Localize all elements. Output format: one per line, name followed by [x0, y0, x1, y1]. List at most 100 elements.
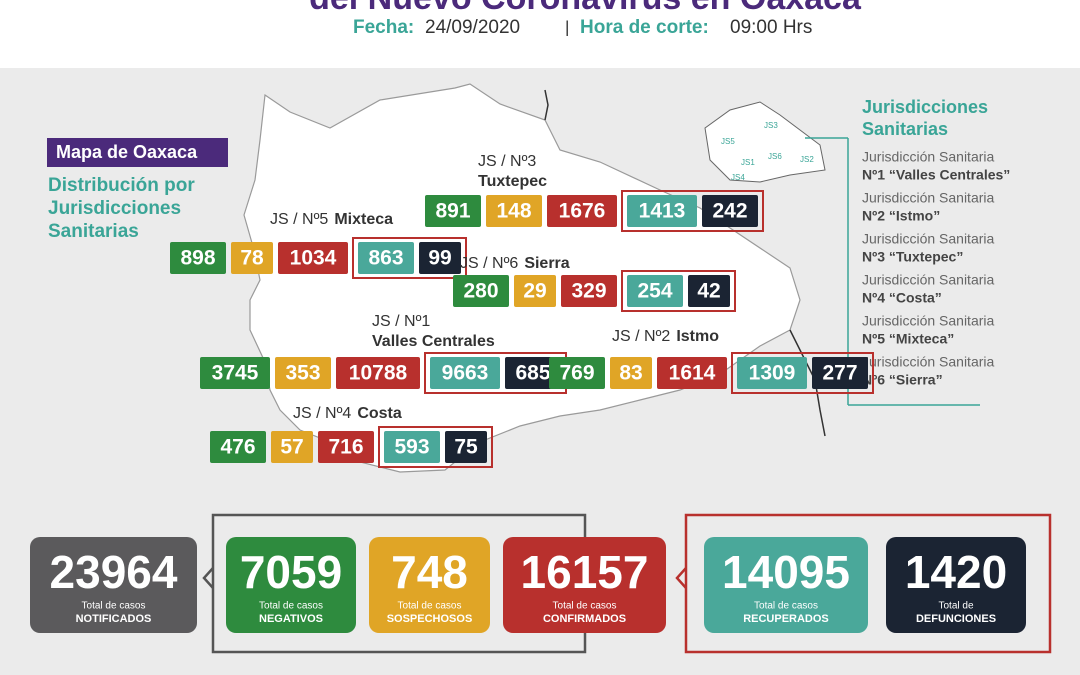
count-box [278, 242, 348, 274]
count: 280 [463, 280, 498, 303]
legend-title: Jurisdicciones [862, 97, 988, 117]
total-card [226, 537, 356, 633]
count: 83 [619, 362, 642, 385]
count: 898 [180, 247, 215, 270]
legend-item: Nº1 “Valles Centrales” [862, 167, 1010, 183]
count-box [657, 357, 727, 389]
mini-map-label: JS5 [721, 137, 735, 146]
count-box [275, 357, 331, 389]
count: 685 [515, 362, 550, 385]
jurisdiction-name: Sierra [524, 255, 569, 272]
count-box [200, 357, 270, 389]
separator: | [565, 17, 569, 36]
count-box [702, 195, 758, 227]
total-value: 748 [391, 546, 468, 598]
highlight-outline [731, 352, 874, 394]
jurisdiction-name: Valles Centrales [372, 333, 495, 350]
count: 29 [523, 280, 546, 303]
total-caption: Total de casos [754, 601, 818, 612]
total-caption: Total de casos [398, 601, 462, 612]
legend-item: Jurisdicción Sanitaria [862, 272, 994, 288]
count-box [549, 357, 605, 389]
count: 148 [496, 200, 531, 223]
total-value: 14095 [722, 546, 850, 598]
count: 99 [428, 247, 451, 270]
count: 1309 [749, 362, 796, 385]
total-card [369, 537, 490, 633]
jurisdiction-name: Mixteca [334, 211, 393, 228]
count: 716 [328, 436, 363, 459]
total-caption: Total de [938, 601, 973, 612]
count: 3745 [212, 362, 259, 385]
count: 277 [822, 362, 857, 385]
date-label: Fecha: [353, 17, 414, 38]
legend-item: Nº6 “Sierra” [862, 372, 943, 388]
total-caption: Total de casos [82, 601, 146, 612]
total-label: NOTIFICADOS [76, 613, 152, 625]
count: 476 [220, 436, 255, 459]
legend-item: Jurisdicción Sanitaria [862, 149, 994, 165]
legend-title: Sanitarias [862, 119, 948, 139]
total-value: 7059 [240, 546, 342, 598]
count-box [505, 357, 561, 389]
highlight-outline [621, 190, 764, 232]
jurisdiction-label: JS / Nº6 [460, 255, 518, 272]
total-card [704, 537, 868, 633]
count-box [453, 275, 509, 307]
total-label: CONFIRMADOS [543, 613, 626, 625]
chevron [202, 567, 214, 589]
count-box [318, 431, 374, 463]
count: 254 [637, 280, 672, 303]
count-box [486, 195, 542, 227]
highlight-outline [352, 237, 467, 279]
total-value: 1420 [905, 546, 1007, 598]
total-caption: Total de casos [259, 601, 323, 612]
count: 329 [571, 280, 606, 303]
highlight-outline [378, 426, 493, 468]
map-tag: Mapa de Oaxaca [56, 142, 198, 162]
total-card [503, 537, 666, 633]
count-box [170, 242, 226, 274]
river-line [544, 89, 549, 121]
count-box [231, 242, 273, 274]
total-card [886, 537, 1026, 633]
legend-item: Nº2 “Istmo” [862, 208, 940, 224]
count-box [547, 195, 617, 227]
count: 10788 [349, 362, 408, 385]
jurisdiction-label: JS / Nº5 [270, 211, 328, 228]
jurisdiction-label: JS / Nº4 [293, 405, 351, 422]
count: 1034 [290, 247, 337, 270]
time: 09:00 Hrs [730, 17, 812, 38]
count: 1676 [559, 200, 606, 223]
legend-item: Jurisdicción Sanitaria [862, 190, 994, 206]
jurisdiction-name: Istmo [676, 328, 719, 345]
count-box [445, 431, 487, 463]
count: 9663 [442, 362, 489, 385]
count: 769 [559, 362, 594, 385]
legend-item: Jurisdicción Sanitaria [862, 354, 994, 370]
total-value: 16157 [521, 546, 649, 598]
count: 78 [240, 247, 264, 270]
mini-map-label: JS6 [768, 152, 782, 161]
map-subtitle: Jurisdicciones [48, 198, 181, 219]
legend-item: Nº4 “Costa” [862, 290, 942, 306]
legend-item: Nº3 “Tuxtepec” [862, 249, 963, 265]
count-box [430, 357, 500, 389]
count-box [812, 357, 868, 389]
jurisdiction-name: Costa [357, 405, 402, 422]
count: 242 [712, 200, 747, 223]
count: 57 [280, 436, 303, 459]
jurisdiction-label: JS / Nº3 [478, 153, 536, 170]
count: 75 [454, 436, 478, 459]
count-box [210, 431, 266, 463]
count: 863 [368, 247, 403, 270]
jurisdiction-name: Tuxtepec [478, 173, 547, 190]
count: 1413 [639, 200, 686, 223]
jurisdiction-label: JS / Nº2 [612, 328, 670, 345]
time-label: Hora de corte: [580, 17, 709, 38]
mini-map-label: JS1 [741, 158, 755, 167]
map-subtitle: Sanitarias [48, 221, 139, 242]
total-caption: Total de casos [553, 601, 617, 612]
mini-map [704, 101, 980, 406]
